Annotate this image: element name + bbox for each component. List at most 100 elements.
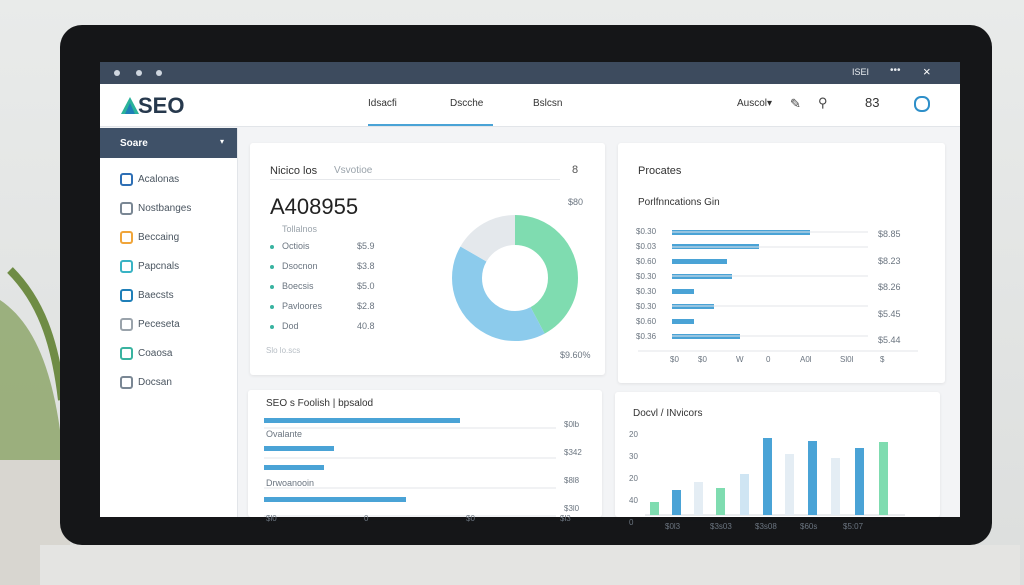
overview-card: Nicico los Vsvotioe 8 $80 A408955 Tollal… [250,143,605,375]
row-label: $0.36 [636,332,657,341]
close-button[interactable]: × [923,64,931,79]
row-value: $8l8 [564,476,580,485]
row-value: $8.85 [878,229,901,239]
card-title: Procates [638,165,682,177]
row-value: $5.45 [878,308,901,319]
legend-dot [270,265,274,269]
axis-label: 20 [629,430,638,439]
axis-label: 0 [629,518,634,527]
row-value: $2.8 [357,301,375,311]
row-label: $0.30 [636,227,657,236]
side-note: $80 [568,197,584,207]
nav-link[interactable]: Dscche [450,98,484,109]
menu-item[interactable]: Baecsts [138,290,174,301]
row-value: $3l0 [564,504,580,513]
total-label: Tollalnos [282,224,318,234]
account-menu[interactable]: Auscol▾ [737,98,773,109]
performance-card: Procates Porlfnncations Gin $0.30 $0.03 $0… [618,143,945,383]
menu-icon [120,376,133,389]
axis-label: $ [880,355,885,364]
axis-label: 0 [766,355,771,364]
notification-count[interactable]: 83 [865,95,880,110]
row-value: $342 [564,448,582,457]
row-label: Octiois [282,241,310,251]
axis-label: $0l3 [665,522,681,531]
menu-icon [120,202,133,215]
edit-icon[interactable]: ✎ [790,96,801,111]
row-label: $0.60 [636,257,657,266]
row-value: $3.8 [357,261,375,271]
nav-link[interactable]: Bslcsn [533,98,563,109]
donut-segment [452,215,578,341]
row-value: $8.26 [878,282,901,292]
axis-label: A0l [800,355,812,364]
header: SEO Idsacfi Dscche Bslcsn Auscol▾ ✎ ⚲ 83 [100,84,960,127]
menu-item[interactable]: Nostbanges [138,203,192,214]
sidebar-title: Soare [120,138,148,149]
axis-label: $0 [466,514,475,523]
user-icon[interactable] [914,96,930,112]
menu-icon [120,173,133,186]
axis-label: 40 [629,496,638,505]
sidebar-header: Soare ▾ [100,128,237,158]
row-label: Boecsis [282,281,314,291]
menu-icon [120,289,133,302]
row-value: $5.0 [357,281,375,291]
axis-label: 0 [364,514,369,523]
menu-item[interactable]: Docsan [138,377,172,388]
badge: 8 [572,164,579,176]
menu-item[interactable]: Coaosa [138,348,173,359]
keywords-card: SEO s Foolish | bpsalod Ovalante Drwoanoo… [248,390,602,523]
axis-label: 20 [629,474,638,483]
menu-item[interactable]: Papcnals [138,261,180,272]
row-label: $0.30 [636,287,657,296]
axis-label: $l3 [560,514,571,523]
footer-left: Slo lo.scs [266,346,301,355]
row-value: $0lb [564,420,580,429]
card-subtitle: Porlfnncations Gin [638,197,720,208]
card-title: Docvl / INvicors [633,408,703,419]
nav-link[interactable]: Idsacfi [368,98,397,109]
row-label: $0.30 [636,272,657,281]
axis-label: $60s [800,522,818,531]
row-label: Dsocnon [282,261,318,271]
menu-icon [120,231,133,244]
axis-label: $5:07 [843,522,864,531]
axis-label: $3s08 [755,522,777,531]
menu-item[interactable]: Beccaing [138,232,180,243]
footer: $9.60% [560,350,591,360]
logo: SEO [138,93,185,118]
legend-dot [270,305,274,309]
axis-label: $0 [698,355,707,364]
title-bar: ISEI ••• × [100,62,960,84]
donut-segment [452,215,578,341]
row-label: $0.30 [636,302,657,311]
row-value: $8.23 [878,255,901,266]
axis-label: W [736,355,744,364]
legend-dot [270,245,274,249]
axis-label: Sl0l [840,355,854,364]
axis-label: 30 [629,452,638,461]
row-label: Ovalante [266,429,303,439]
row-value: $5.9 [357,241,375,251]
card-subtitle: Vsvotioe [334,165,373,176]
card-title: SEO s Foolish | bpsalod [266,398,374,409]
logo-icon [121,97,139,114]
axis-label: $l0 [266,514,277,523]
bar-chart [638,230,918,352]
menu-button[interactable]: ••• [890,65,901,76]
sidebar: Soare ▾ Acalonas Nostbanges Beccaing Papcna… [100,128,238,517]
menu-icon [120,347,133,360]
row-value: 40.8 [357,321,375,331]
devices-card: Docvl / INvicors 20 30 20 40 0 $0l3 $3s03 $3s08… [615,392,940,531]
search-icon[interactable]: ⚲ [818,95,828,110]
axis-label: $3s03 [710,522,732,531]
menu-item[interactable]: Peceseta [138,319,180,330]
bar-chart [264,418,556,517]
row-value: $5.44 [878,335,901,345]
menu-item[interactable]: Acalonas [138,174,180,185]
row-label: Dod [282,321,299,331]
window-tag: ISEI [852,67,870,77]
donut-chart [452,215,578,341]
